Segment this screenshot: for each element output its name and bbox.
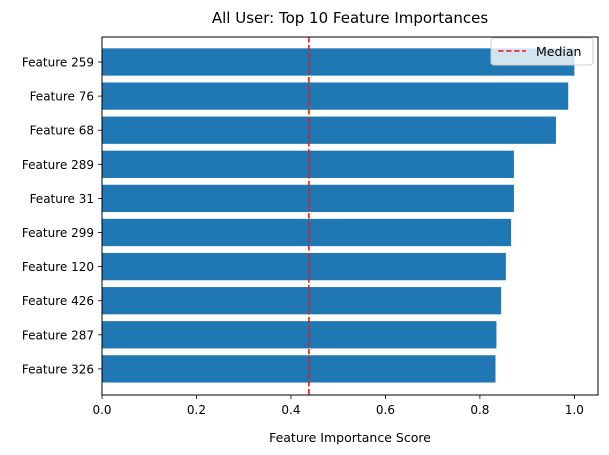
bars-layer — [102, 48, 575, 383]
bar-feature-299 — [102, 218, 512, 247]
y-tick-label: Feature 68 — [30, 124, 94, 138]
plot-frame — [101, 36, 599, 396]
x-tick-label: 0.2 — [187, 403, 206, 417]
x-axis-label: Feature Importance Score — [269, 430, 431, 445]
bar-feature-287 — [102, 321, 497, 349]
x-tick-label: 0.8 — [470, 403, 489, 417]
legend: Median — [490, 37, 594, 66]
bar-feature-68 — [102, 116, 556, 144]
x-tick-label: 0.0 — [92, 403, 111, 417]
bar-feature-326 — [102, 355, 496, 383]
y-tick-label: Feature 31 — [30, 192, 94, 206]
x-axis: 0.0 0.2 0.4 0.6 0.8 1.0 — [92, 395, 584, 417]
x-tick-label: 0.4 — [281, 403, 300, 417]
y-tick-label: Feature 289 — [22, 158, 94, 172]
y-tick-label: Feature 259 — [22, 56, 94, 70]
y-tick-label: Feature 76 — [30, 90, 94, 104]
y-axis: Feature 259 Feature 76 Feature 68 Feature 2… — [22, 56, 102, 376]
y-tick-label: Feature 326 — [22, 362, 94, 376]
x-tick-label: 0.6 — [376, 403, 395, 417]
y-tick-label: Feature 426 — [22, 294, 94, 308]
legend-median-label: Median — [536, 44, 581, 59]
legend-box — [490, 37, 594, 66]
bar-feature-289 — [102, 150, 514, 178]
x-tick-label: 1.0 — [565, 403, 584, 417]
y-tick-label: Feature 120 — [22, 260, 94, 274]
y-tick-label: Feature 299 — [22, 226, 94, 240]
y-tick-label: Feature 287 — [22, 328, 94, 342]
bar-feature-120 — [102, 252, 506, 281]
bar-feature-426 — [102, 287, 502, 315]
bar-feature-76 — [102, 82, 569, 110]
chart-title: All User: Top 10 Feature Importances — [212, 9, 488, 27]
bar-feature-31 — [102, 184, 514, 213]
